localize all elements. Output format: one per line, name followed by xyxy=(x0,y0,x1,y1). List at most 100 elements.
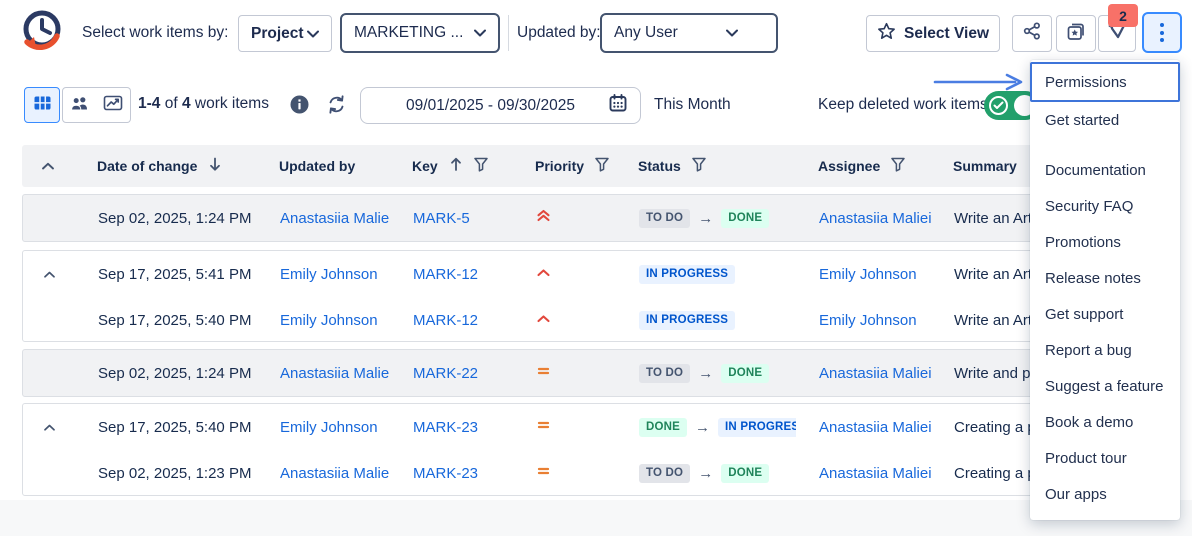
column-header-key[interactable]: Key xyxy=(389,157,512,175)
menu-item-suggest-a-feature[interactable]: Suggest a feature xyxy=(1045,377,1164,395)
table-row[interactable]: Sep 02, 2025, 1:24 PM Anastasiia Maliei … xyxy=(22,194,1170,242)
assignee-link[interactable]: Anastasiia Maliei xyxy=(819,364,931,382)
table-row[interactable]: Sep 17, 2025, 5:40 PM Emily Johnson MARK… xyxy=(23,404,1169,450)
priority-high-icon xyxy=(536,265,551,283)
assignee-link[interactable]: Anastasiia Maliei xyxy=(819,209,931,227)
info-icon[interactable] xyxy=(290,95,309,119)
refresh-icon[interactable] xyxy=(326,94,347,120)
project-dropdown[interactable]: Project xyxy=(238,15,332,52)
cell-status: TO DO → DONE xyxy=(616,208,796,228)
status-badge: IN PROGRESS xyxy=(639,310,736,330)
chevron-down-icon xyxy=(307,25,319,43)
assignee-link[interactable]: Anastasiia Maliei xyxy=(819,418,931,436)
issue-key-link[interactable]: MARK-5 xyxy=(413,209,470,227)
filter-icon[interactable] xyxy=(692,157,706,175)
cell-summary: Creating a po xyxy=(954,464,1045,482)
cell-date: Sep 02, 2025, 1:24 PM xyxy=(98,209,252,227)
scope-dropdown-value: MARKETING ... xyxy=(354,24,464,41)
menu-item-product-tour[interactable]: Product tour xyxy=(1045,449,1127,467)
priority-highest-icon xyxy=(536,208,551,228)
saved-views-button[interactable] xyxy=(1056,15,1096,52)
transition-arrow-icon: → xyxy=(698,464,714,482)
cell-summary: Write an Artic xyxy=(954,311,1043,329)
pointer-arrow xyxy=(933,72,1027,97)
menu-item-our-apps[interactable]: Our apps xyxy=(1045,485,1107,503)
date-range-input[interactable]: 09/01/2025 - 09/30/2025 xyxy=(360,87,641,124)
updated-by-link[interactable]: Emily Johnson xyxy=(280,265,378,283)
menu-item-book-a-demo[interactable]: Book a demo xyxy=(1045,413,1134,431)
row-expand-caret[interactable] xyxy=(23,270,75,279)
calendar-icon xyxy=(608,93,628,118)
status-badge: IN PROGRESS xyxy=(639,264,736,284)
issue-key-link[interactable]: MARK-12 xyxy=(413,311,479,329)
column-header-date[interactable]: Date of change xyxy=(74,157,256,175)
cell-priority xyxy=(513,464,616,482)
chart-view-button[interactable] xyxy=(96,87,131,123)
issue-key-link[interactable]: MARK-12 xyxy=(413,265,479,283)
more-actions-kebab-button[interactable] xyxy=(1142,12,1182,53)
menu-item-get-support[interactable]: Get support xyxy=(1045,305,1124,323)
sort-ascending-icon[interactable] xyxy=(449,157,463,175)
project-dropdown-value: Project xyxy=(251,24,304,42)
table-row[interactable]: Sep 17, 2025, 5:40 PM Emily Johnson MARK… xyxy=(23,297,1169,343)
table-row[interactable]: Sep 02, 2025, 1:24 PM Anastasiia Maliei … xyxy=(22,349,1170,397)
cell-priority xyxy=(513,208,616,228)
select-view-button[interactable]: Select View xyxy=(866,15,1000,52)
issue-key-link[interactable]: MARK-23 xyxy=(413,418,479,436)
user-dropdown-value: Any User xyxy=(614,24,678,41)
issue-key-link[interactable]: MARK-22 xyxy=(413,364,479,382)
updated-by-link[interactable]: Emily Johnson xyxy=(280,418,378,436)
kebab-dot xyxy=(1160,23,1164,27)
column-header-updated-by[interactable]: Updated by xyxy=(279,158,356,174)
sort-descending-icon[interactable] xyxy=(208,157,222,175)
updated-by-user-dropdown[interactable]: Any User xyxy=(600,13,778,53)
column-header-summary[interactable]: Summary xyxy=(953,158,1017,174)
updated-by-link[interactable]: Emily Johnson xyxy=(280,311,378,329)
filter-icon[interactable] xyxy=(595,157,609,175)
menu-item-release-notes[interactable]: Release notes xyxy=(1045,269,1141,287)
menu-item-get-started[interactable]: Get started xyxy=(1045,111,1120,129)
transition-arrow-icon: → xyxy=(695,418,711,436)
collapse-all-caret[interactable] xyxy=(22,161,74,171)
menu-item-permissions[interactable]: Permissions xyxy=(1030,62,1180,102)
column-header-status[interactable]: Status xyxy=(615,157,795,175)
trend-chart-icon xyxy=(103,94,123,117)
share-button[interactable] xyxy=(1012,15,1052,52)
date-range-value: 09/01/2025 - 09/30/2025 xyxy=(406,96,575,114)
updated-by-link[interactable]: Anastasiia Maliei xyxy=(280,209,390,227)
scope-dropdown[interactable]: MARKETING ... xyxy=(340,13,500,53)
people-view-button[interactable] xyxy=(62,87,97,123)
chevron-down-icon xyxy=(726,24,738,42)
updated-by-link[interactable]: Anastasiia Maliei xyxy=(280,464,390,482)
status-badge: DONE xyxy=(721,208,770,228)
menu-item-promotions[interactable]: Promotions xyxy=(1045,233,1121,251)
select-work-items-label: Select work items by: xyxy=(82,24,229,41)
priority-high-icon xyxy=(536,311,551,329)
table-row[interactable]: Sep 02, 2025, 1:23 PM Anastasiia Maliei … xyxy=(23,450,1169,496)
updated-by-link[interactable]: Anastasiia Maliei xyxy=(280,364,390,382)
column-header-assignee[interactable]: Assignee xyxy=(795,157,930,175)
kebab-dot xyxy=(1160,30,1164,35)
assignee-link[interactable]: Anastasiia Maliei xyxy=(819,464,931,482)
table-row[interactable]: Sep 17, 2025, 5:41 PM Emily Johnson MARK… xyxy=(23,251,1169,297)
work-items-count: 1-4 of 4 work items xyxy=(138,95,269,112)
priority-medium-icon xyxy=(536,418,551,436)
status-badge: DONE xyxy=(721,463,770,483)
filter-icon[interactable] xyxy=(473,157,488,175)
menu-item-report-a-bug[interactable]: Report a bug xyxy=(1045,341,1132,359)
row-expand-caret[interactable] xyxy=(23,423,75,432)
column-header-priority[interactable]: Priority xyxy=(512,157,615,175)
cell-date: Sep 17, 2025, 5:41 PM xyxy=(98,265,252,283)
filter-icon[interactable] xyxy=(891,157,905,175)
menu-item-security-faq[interactable]: Security FAQ xyxy=(1045,197,1134,215)
cell-priority xyxy=(513,311,616,329)
assignee-link[interactable]: Emily Johnson xyxy=(819,265,917,283)
assignee-link[interactable]: Emily Johnson xyxy=(819,311,917,329)
table-view-button[interactable] xyxy=(24,87,60,123)
status-badge: DONE xyxy=(721,363,770,383)
priority-medium-icon xyxy=(536,364,551,382)
transition-arrow-icon: → xyxy=(698,209,714,227)
menu-item-documentation[interactable]: Documentation xyxy=(1045,161,1146,179)
menu-group-divider xyxy=(1030,138,1180,152)
issue-key-link[interactable]: MARK-23 xyxy=(413,464,479,482)
